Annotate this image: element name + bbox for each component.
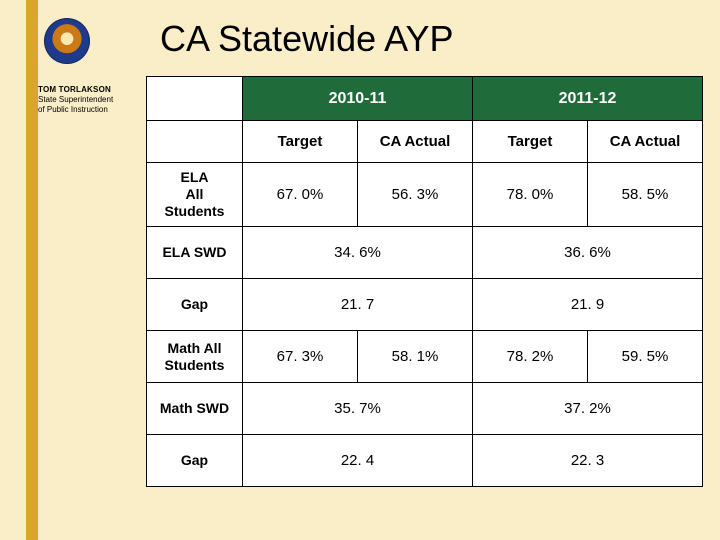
year-header-2: 2011-12: [473, 77, 703, 121]
table-row: Math SWD35. 7%37. 2%: [147, 383, 703, 435]
table-row: ELAAllStudents67. 0%56. 3%78. 0%58. 5%: [147, 163, 703, 227]
slide-title: CA Statewide AYP: [160, 18, 454, 60]
table-row: Gap22. 422. 3: [147, 435, 703, 487]
table-year-row: 2010-11 2011-12: [147, 77, 703, 121]
official-title-line2: of Public Instruction: [38, 105, 128, 115]
table-cell: 56. 3%: [358, 163, 473, 227]
table-cell: 59. 5%: [588, 331, 703, 383]
row-label: ELAAllStudents: [147, 163, 243, 227]
row-label: Gap: [147, 279, 243, 331]
subheader-blank: [147, 121, 243, 163]
table-cell: 22. 4: [243, 435, 473, 487]
table-row: Gap21. 721. 9: [147, 279, 703, 331]
table-cell: 58. 5%: [588, 163, 703, 227]
table-cell: 67. 0%: [243, 163, 358, 227]
table-cell: 78. 2%: [473, 331, 588, 383]
table-subheader-row: Target CA Actual Target CA Actual: [147, 121, 703, 163]
ayp-table: 2010-11 2011-12 Target CA Actual Target …: [146, 76, 703, 487]
row-label: Math SWD: [147, 383, 243, 435]
table-cell: 78. 0%: [473, 163, 588, 227]
table-cell: 21. 7: [243, 279, 473, 331]
table-cell: 67. 3%: [243, 331, 358, 383]
official-block: TOM TORLAKSON State Superintendent of Pu…: [38, 85, 128, 115]
row-label: Math AllStudents: [147, 331, 243, 383]
table-row: Math AllStudents67. 3%58. 1%78. 2%59. 5%: [147, 331, 703, 383]
official-name: TOM TORLAKSON: [38, 85, 128, 95]
year-header-1: 2010-11: [243, 77, 473, 121]
table-cell: 22. 3: [473, 435, 703, 487]
table-cell: 58. 1%: [358, 331, 473, 383]
table-cell: 37. 2%: [473, 383, 703, 435]
table-cell: 36. 6%: [473, 227, 703, 279]
row-label: Gap: [147, 435, 243, 487]
official-title-line1: State Superintendent: [38, 95, 128, 105]
header-blank: [147, 77, 243, 121]
table-cell: 34. 6%: [243, 227, 473, 279]
subheader-target-1: Target: [243, 121, 358, 163]
ayp-table-container: 2010-11 2011-12 Target CA Actual Target …: [146, 76, 702, 487]
gold-stripe: [26, 0, 38, 540]
row-label: ELA SWD: [147, 227, 243, 279]
state-seal-icon: [44, 18, 90, 64]
subheader-actual-1: CA Actual: [358, 121, 473, 163]
subheader-target-2: Target: [473, 121, 588, 163]
table-row: ELA SWD34. 6%36. 6%: [147, 227, 703, 279]
table-cell: 35. 7%: [243, 383, 473, 435]
table-cell: 21. 9: [473, 279, 703, 331]
subheader-actual-2: CA Actual: [588, 121, 703, 163]
